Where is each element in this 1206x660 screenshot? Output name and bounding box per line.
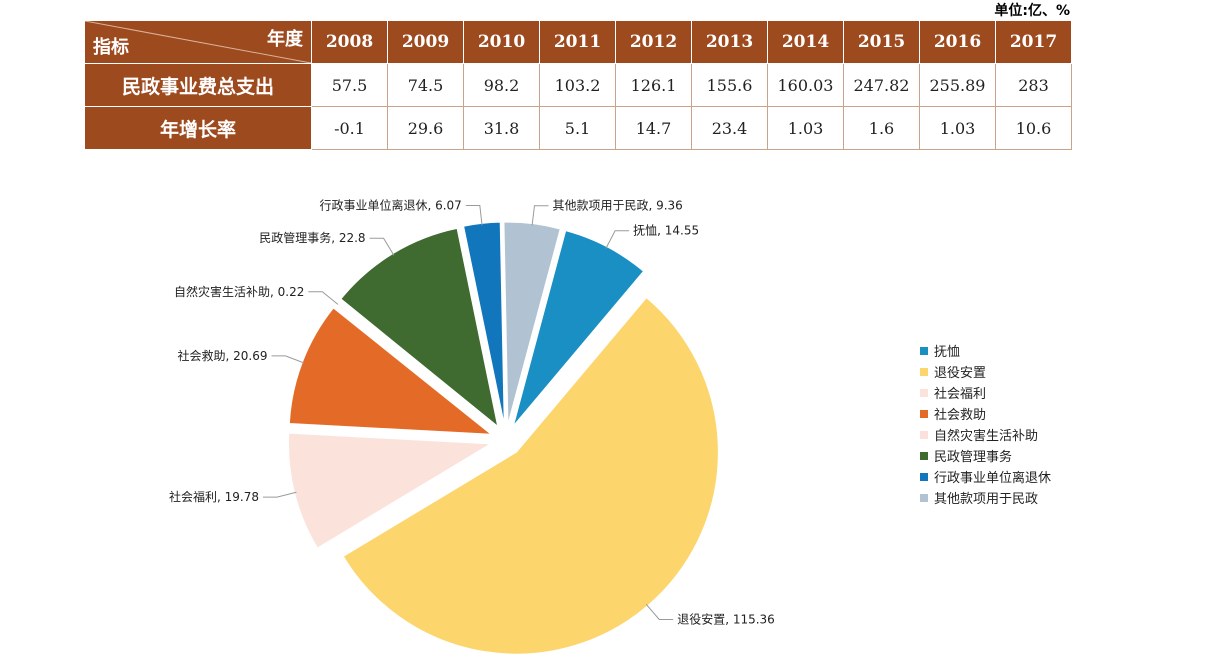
year-header: 2010: [463, 20, 540, 64]
table-cell: 74.5: [387, 63, 464, 107]
table-row: 民政事业费总支出 57.5 74.5 98.2 103.2 126.1 155.…: [84, 63, 1072, 107]
legend-item: 其他款项用于民政: [920, 487, 1051, 508]
table-cell: 155.6: [691, 63, 768, 107]
table-cell: 283: [995, 63, 1072, 107]
corner-diagonal: [85, 21, 311, 63]
row-label: 民政事业费总支出: [84, 63, 312, 107]
legend-item: 抚恤: [920, 340, 1051, 361]
legend-label: 社会救助: [934, 408, 987, 423]
table-cell: 98.2: [463, 63, 540, 107]
table-cell: 103.2: [539, 63, 616, 107]
slice-data-label: 民政管理事务, 22.8: [259, 230, 365, 245]
unit-label: 单位:亿、%: [994, 3, 1070, 19]
table-cell: 10.6: [995, 106, 1072, 150]
slice-data-label: 社会福利, 19.78: [169, 489, 259, 504]
year-header: 2015: [843, 20, 920, 64]
legend-swatch: [920, 346, 928, 355]
legend-item: 行政事业单位离退休: [920, 466, 1051, 487]
slice-data-label: 社会救助, 20.69: [178, 348, 268, 363]
leader-line: [465, 204, 483, 226]
legend-item: 自然灾害生活补助: [920, 424, 1051, 445]
table-cell: 1.03: [919, 106, 996, 150]
slice-data-label: 其他款项用于民政, 9.36: [552, 199, 682, 213]
table-cell: 14.7: [615, 106, 692, 150]
table-cell: 126.1: [615, 63, 692, 107]
table-cell: 23.4: [691, 106, 768, 150]
legend-swatch: [920, 409, 928, 418]
year-header: 2013: [691, 20, 768, 64]
corner-year-label: 年度: [267, 29, 303, 50]
legend-label: 退役安置: [934, 366, 987, 381]
expenditure-table: 年度 指标 2008 2009 2010 2011 2012 2013 2014…: [84, 20, 1072, 150]
leader-line: [605, 230, 630, 249]
legend-item: 社会福利: [920, 382, 1051, 403]
legend-swatch: [920, 430, 928, 439]
year-header: 2009: [387, 20, 464, 64]
leader-line: [645, 603, 674, 621]
slice-data-label: 退役安置, 115.36: [677, 612, 775, 627]
legend-swatch: [920, 493, 928, 502]
legend-swatch: [920, 472, 928, 481]
table-corner-cell: 年度 指标: [84, 20, 312, 64]
leader-line: [369, 237, 395, 256]
leader-line: [308, 291, 339, 305]
legend-swatch: [920, 388, 928, 397]
leader-line: [531, 205, 549, 226]
chart-legend: 抚恤退役安置社会福利社会救助自然灾害生活补助 民政管理事务行政事业单位离退休 其他款…: [920, 340, 1051, 508]
table-cell: 57.5: [311, 63, 388, 107]
leader-line: [271, 355, 305, 364]
legend-swatch: [920, 451, 928, 460]
year-header: 2012: [615, 20, 692, 64]
year-header: 2008: [311, 20, 388, 64]
legend-label: 其他款项用于民政: [934, 492, 1039, 507]
table-header-row: 年度 指标 2008 2009 2010 2011 2012 2013 2014…: [84, 20, 1072, 64]
table-cell: 160.03: [767, 63, 844, 107]
year-header: 2017: [995, 20, 1072, 64]
table-cell: -0.1: [311, 106, 388, 150]
table-cell: 247.82: [843, 63, 920, 107]
legend-label: 自然灾害生活补助: [934, 429, 1039, 444]
pie-chart: 抚恤, 14.55 退役安置, 115.36 社会福利, 19.78 社会救助, 20…: [169, 197, 775, 655]
slice-data-label: 自然灾害生活补助, 0.22: [174, 284, 304, 299]
table-cell: 31.8: [463, 106, 540, 150]
table-cell: 1.6: [843, 106, 920, 150]
legend-label: 民政管理事务: [934, 450, 1013, 465]
legend-label: 抚恤: [934, 345, 961, 360]
corner-indicator-label: 指标: [93, 37, 129, 58]
table-cell: 29.6: [387, 106, 464, 150]
legend-item: 社会救助: [920, 403, 1051, 424]
legend-label: 社会福利: [934, 387, 987, 402]
legend-item: 退役安置: [920, 361, 1051, 382]
legend-label: 行政事业单位离退休: [934, 471, 1052, 486]
table-cell: 5.1: [539, 106, 616, 150]
table-cell: 255.89: [919, 63, 996, 107]
year-header: 2011: [539, 20, 616, 64]
leader-line: [263, 491, 297, 498]
year-header: 2014: [767, 20, 844, 64]
table-cell: 1.03: [767, 106, 844, 150]
slice-data-label: 抚恤, 14.55: [633, 224, 699, 238]
table-row: 年增长率 -0.1 29.6 31.8 5.1 14.7 23.4 1.03 1…: [84, 106, 1072, 150]
row-label: 年增长率: [84, 106, 312, 150]
year-header: 2016: [919, 20, 996, 64]
legend-swatch: [920, 367, 928, 376]
slice-data-label: 行政事业单位离退休, 6.07: [319, 197, 461, 212]
legend-item: 民政管理事务: [920, 445, 1051, 466]
